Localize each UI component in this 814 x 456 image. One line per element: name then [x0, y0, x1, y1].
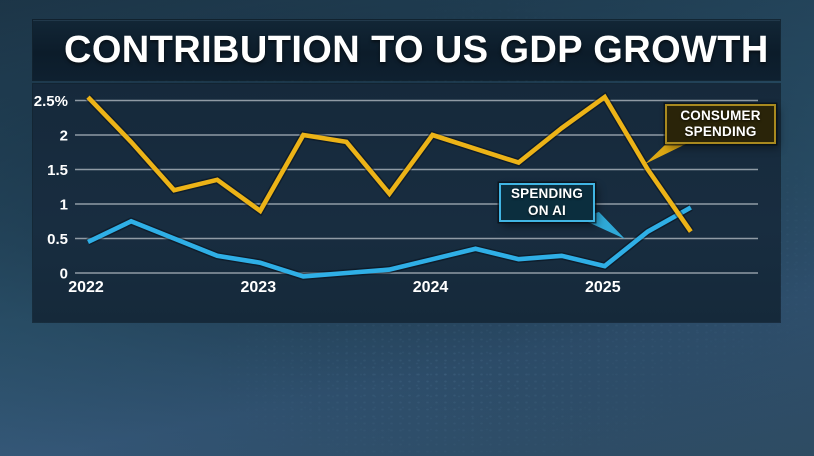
title-band: CONTRIBUTION TO US GDP GROWTH [33, 20, 780, 80]
y-tick-label: 0 [60, 266, 68, 283]
x-tick-label: 2024 [413, 279, 449, 296]
consumer-spending-line-shadow [85, 91, 694, 234]
x-tick-label: 2025 [585, 279, 621, 296]
consumer-callout-line2: SPENDING [684, 124, 757, 139]
x-tick-label: 2023 [241, 279, 277, 296]
chart-title: CONTRIBUTION TO US GDP GROWTH [64, 28, 769, 71]
chart-panel: 2.5% 2 1.5 1 0.5 0 2022 2023 2024 2025 CONSUMER S… [33, 84, 780, 322]
ai-spending-callout: SPENDING ON AI [499, 183, 595, 222]
consumer-spending-callout: CONSUMER SPENDING [665, 104, 776, 144]
y-tick-label: 2 [60, 128, 68, 145]
y-tick-label: 0.5 [47, 231, 68, 248]
ai-callout-line1: SPENDING [510, 186, 584, 202]
y-tick-label: 2.5% [34, 93, 68, 110]
x-tick-label: 2022 [68, 279, 104, 296]
ai-spending-line [87, 205, 692, 279]
consumer-spending-line [86, 93, 693, 233]
ai-callout-line2: ON AI [528, 202, 566, 218]
consumer-callout-tail [645, 143, 688, 164]
y-tick-label: 1.5 [47, 162, 68, 179]
y-tick-label: 1 [60, 197, 68, 214]
consumer-callout-line1: CONSUMER [680, 107, 761, 123]
